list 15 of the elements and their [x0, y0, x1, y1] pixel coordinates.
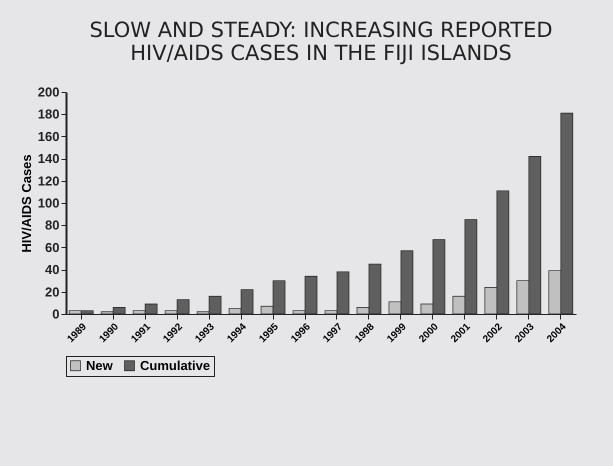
chart-title: SLOW AND STEADY: INCREASING REPORTED HIV/AIDS CASES IN THE FIJI ISLANDS [89, 18, 553, 65]
y-tick-label: 40 [45, 262, 60, 278]
y-tick-label: 0 [52, 306, 60, 322]
y-axis-title: HIV/AIDS Cases [18, 154, 34, 253]
y-tick-label: 120 [38, 173, 60, 188]
y-tick-label: 60 [45, 240, 60, 255]
y-tick-label: 20 [45, 284, 60, 300]
y-tick-label: 180 [38, 106, 60, 122]
y-tick-label: 100 [38, 196, 60, 210]
y-tick-label: 140 [38, 151, 60, 166]
y-tick-label: 200 [38, 84, 60, 100]
y-tick-label: 80 [45, 218, 60, 233]
legend-label: Cumulative [140, 358, 210, 373]
y-tick-label: 160 [38, 128, 60, 144]
legend-label: New [86, 358, 114, 373]
